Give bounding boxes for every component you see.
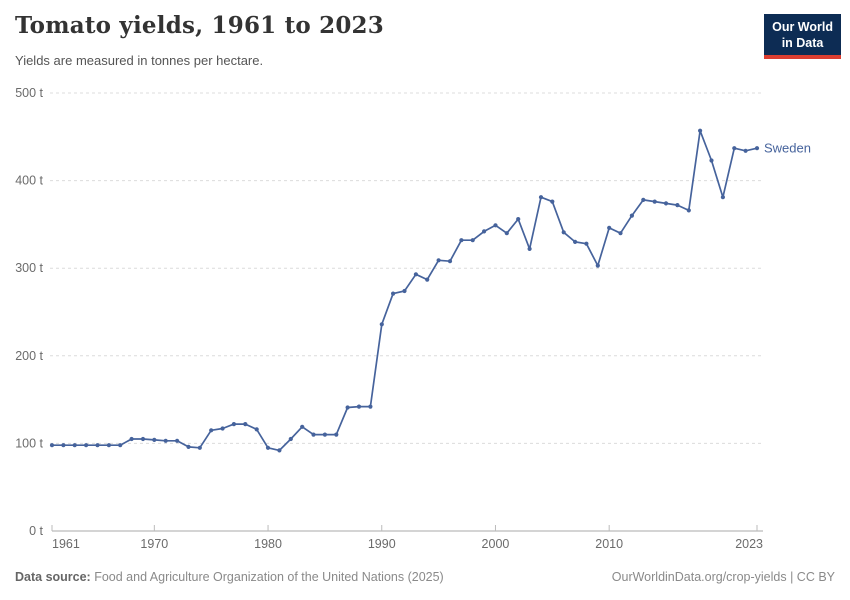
series-point[interactable] bbox=[356, 404, 362, 409]
series-point[interactable] bbox=[663, 201, 669, 206]
series-point[interactable] bbox=[209, 428, 214, 433]
series-point[interactable] bbox=[584, 241, 589, 246]
series-point[interactable] bbox=[538, 195, 544, 200]
x-axis-label: 1970 bbox=[140, 537, 168, 551]
series-point[interactable] bbox=[49, 443, 55, 448]
x-axis-label: 2023 bbox=[735, 537, 763, 551]
x-axis-label: 2010 bbox=[595, 537, 623, 551]
series-point[interactable] bbox=[675, 203, 680, 208]
series-point[interactable] bbox=[629, 213, 635, 218]
x-axis-label: 1990 bbox=[368, 537, 396, 551]
series-point[interactable] bbox=[334, 432, 339, 437]
x-axis-label: 2000 bbox=[482, 537, 510, 551]
series-point[interactable] bbox=[129, 436, 134, 442]
series-point[interactable] bbox=[163, 438, 168, 443]
series-point[interactable] bbox=[72, 443, 77, 448]
series-point[interactable] bbox=[345, 405, 350, 410]
y-axis-label: 400 t bbox=[15, 174, 43, 188]
logo-line2: in Data bbox=[781, 36, 824, 51]
series-point[interactable] bbox=[652, 199, 657, 204]
series-point[interactable] bbox=[288, 436, 293, 442]
series-point[interactable] bbox=[84, 443, 89, 448]
y-axis-label: 500 t bbox=[15, 86, 43, 100]
series-point[interactable] bbox=[720, 195, 726, 200]
series-point[interactable] bbox=[243, 422, 248, 427]
series-point[interactable] bbox=[561, 230, 566, 235]
series-point[interactable] bbox=[152, 437, 157, 442]
series-point[interactable] bbox=[265, 445, 271, 450]
footer-source-label: Data source: bbox=[15, 570, 91, 584]
series-point[interactable] bbox=[482, 229, 487, 234]
series-point[interactable] bbox=[493, 223, 498, 228]
page-title: Tomato yields, 1961 to 2023 bbox=[15, 12, 384, 39]
series-point[interactable] bbox=[504, 231, 509, 236]
series-point[interactable] bbox=[311, 432, 316, 437]
series-point[interactable] bbox=[470, 238, 475, 243]
chart-svg[interactable]: 0 t 100 t 200 t 300 t 400 t 500 t 1961 1970 1980… bbox=[0, 80, 850, 560]
series-point[interactable] bbox=[254, 427, 259, 432]
series-point[interactable] bbox=[607, 225, 612, 230]
x-axis-label: 1961 bbox=[52, 537, 80, 551]
series-point[interactable] bbox=[413, 272, 418, 277]
series-point[interactable] bbox=[573, 239, 578, 244]
series-point[interactable] bbox=[516, 217, 521, 222]
series-end-label[interactable]: Sweden bbox=[764, 141, 811, 156]
series-point[interactable] bbox=[300, 424, 305, 429]
y-axis-label: 200 t bbox=[15, 349, 43, 363]
series-point[interactable] bbox=[402, 288, 407, 294]
footer-source: Data source: Food and Agriculture Organi… bbox=[15, 570, 444, 584]
footer-source-text: Food and Agriculture Organization of the… bbox=[90, 570, 444, 584]
series-point[interactable] bbox=[754, 146, 760, 151]
series-point[interactable] bbox=[379, 322, 384, 327]
series-point[interactable] bbox=[527, 246, 532, 251]
x-axis-label: 1980 bbox=[254, 537, 282, 551]
series-point[interactable] bbox=[106, 443, 111, 448]
series-point[interactable] bbox=[550, 199, 555, 204]
owid-logo[interactable]: Our World in Data bbox=[764, 14, 841, 59]
series-point[interactable] bbox=[391, 291, 396, 296]
series-point[interactable] bbox=[61, 443, 66, 448]
series-point[interactable] bbox=[595, 263, 600, 268]
series-point[interactable] bbox=[459, 238, 464, 243]
series-point[interactable] bbox=[186, 444, 191, 449]
series-point[interactable] bbox=[447, 259, 453, 264]
series-point[interactable] bbox=[175, 438, 180, 443]
series-point[interactable] bbox=[709, 158, 714, 163]
series-point[interactable] bbox=[220, 426, 225, 431]
series-point[interactable] bbox=[231, 422, 236, 427]
series-point[interactable] bbox=[686, 208, 691, 213]
chart-subtitle: Yields are measured in tonnes per hectar… bbox=[15, 53, 264, 68]
series-point[interactable] bbox=[118, 443, 123, 448]
series-point[interactable] bbox=[732, 146, 737, 151]
series-point[interactable] bbox=[425, 277, 430, 282]
series-point[interactable] bbox=[197, 445, 202, 450]
series-point[interactable] bbox=[322, 432, 327, 437]
series-point[interactable] bbox=[698, 128, 703, 133]
series-point[interactable] bbox=[641, 197, 646, 202]
footer-link: OurWorldinData.org/crop-yields | CC BY bbox=[611, 570, 835, 584]
series-point[interactable] bbox=[95, 443, 100, 448]
series-point[interactable] bbox=[618, 231, 623, 236]
series-point[interactable] bbox=[140, 436, 146, 442]
series-point[interactable] bbox=[743, 148, 748, 153]
y-axis-label: 300 t bbox=[15, 261, 43, 275]
y-axis-label: 100 t bbox=[15, 436, 43, 450]
y-axis-label: 0 t bbox=[29, 524, 43, 538]
series-point[interactable] bbox=[368, 404, 373, 409]
logo-line1: Our World bbox=[772, 20, 833, 34]
series-point[interactable] bbox=[436, 258, 441, 263]
series-point[interactable] bbox=[277, 448, 282, 453]
